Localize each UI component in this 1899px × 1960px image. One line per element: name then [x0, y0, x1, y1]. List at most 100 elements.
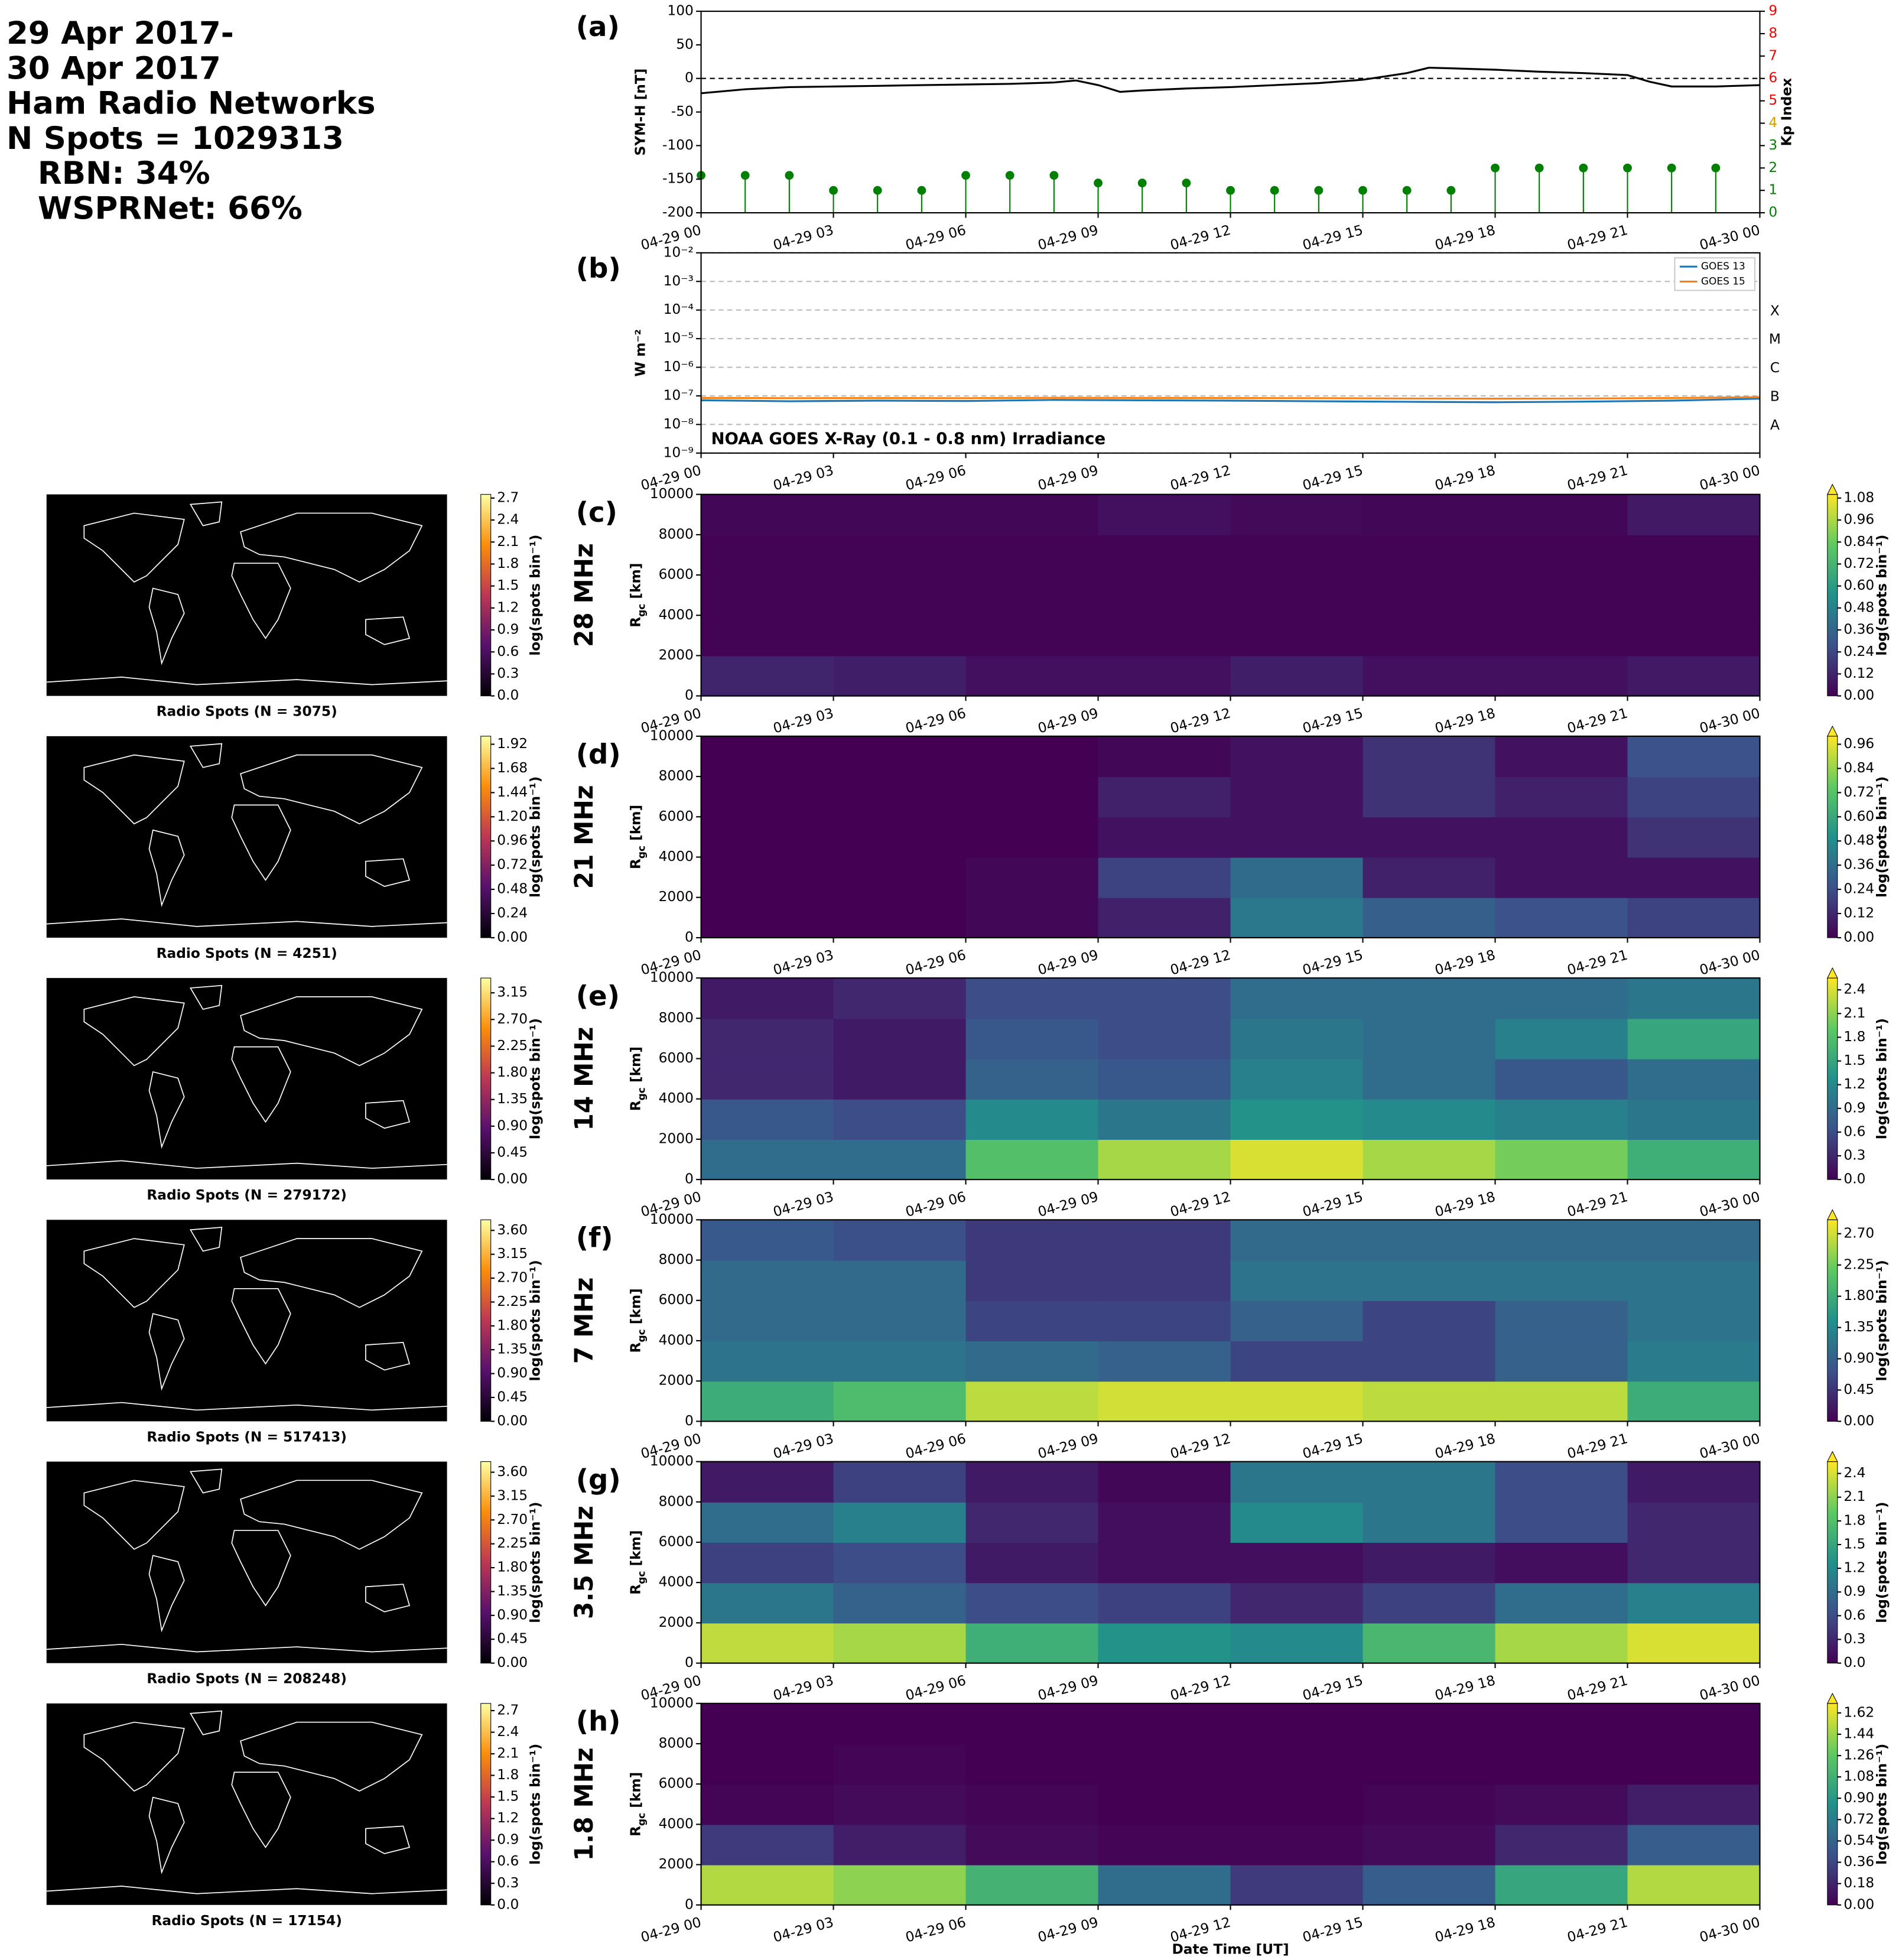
heatmap-cell: [965, 817, 1099, 858]
band-label: 28 MHz: [570, 543, 599, 647]
colorbar-label: log(spots bin⁻¹): [527, 776, 543, 898]
flare-class-label: M: [1769, 331, 1781, 347]
heatmap-cell: [833, 1340, 967, 1382]
y-tick-label: 10000: [650, 727, 694, 743]
heatmap-cell: [1230, 494, 1364, 535]
colorbar-tick-label: 0.24: [1843, 643, 1874, 659]
y-tick-label: 6000: [659, 1050, 694, 1066]
stem-marker: [1711, 163, 1721, 173]
heatmap-cell: [1627, 1784, 1761, 1825]
heatmap-cell: [1495, 1220, 1628, 1261]
legend-box: [1674, 257, 1756, 291]
y-tick-label: 2000: [659, 1856, 694, 1872]
colorbar: [1827, 1461, 1838, 1664]
heatmap-cell: [965, 1340, 1099, 1382]
y-tick-label: 0: [685, 70, 694, 86]
heatmap-cell: [701, 1139, 834, 1181]
y-tick-label: 6000: [659, 567, 694, 583]
heatmap-cell: [1098, 1864, 1231, 1906]
heatmap-cell: [1627, 1300, 1761, 1342]
stem-marker: [1005, 171, 1014, 180]
stem-marker: [1491, 163, 1500, 173]
heatmap-cell: [1363, 1260, 1496, 1301]
colorbar-tick-label: 0.72: [1843, 555, 1874, 571]
heatmap-cell: [1363, 1623, 1496, 1664]
y-axis-label-part: R: [627, 1826, 643, 1837]
y-tick-label: 10⁻⁸: [664, 416, 694, 432]
colorbar-extend: [1827, 967, 1838, 979]
colorbar-tick-label: 1.68: [497, 760, 528, 776]
heatmap-cell: [1495, 1501, 1628, 1543]
y-tick-label: -100: [662, 137, 694, 153]
heatmap-cell: [833, 1381, 967, 1422]
heatmap-cell: [1627, 655, 1761, 697]
heatmap-cell: [965, 897, 1099, 938]
heatmap-cell: [1098, 1340, 1231, 1382]
heatmap-cell: [965, 736, 1099, 778]
colorbar: [1827, 1703, 1838, 1906]
heatmap-cell: [1495, 1582, 1628, 1624]
heatmap-cell: [701, 1098, 834, 1140]
y-axis-label-part: [km]: [627, 1046, 643, 1087]
colorbar-tick-label: 1.80: [497, 1064, 528, 1080]
heatmap-cell: [701, 1824, 834, 1865]
colorbar-tick-label: 1.8: [497, 555, 519, 571]
stem-marker: [785, 171, 794, 180]
band-label: 21 MHz: [570, 785, 599, 889]
colorbar: [480, 977, 492, 1180]
colorbar: [480, 494, 492, 697]
heatmap-cell: [701, 1058, 834, 1100]
stem-marker: [1667, 163, 1676, 173]
y-axis-label: Rgc [km]: [627, 1772, 648, 1837]
heatmap-cell: [1230, 1743, 1364, 1785]
stem-marker: [917, 186, 926, 195]
stem-marker: [1402, 186, 1412, 195]
flare-class-label: B: [1770, 389, 1780, 405]
header-line: 30 Apr 2017: [6, 50, 221, 86]
y2-axis-label: Kp Index: [1779, 78, 1795, 147]
colorbar-tick-label: 2.4: [1843, 1465, 1865, 1481]
heatmap-cell: [965, 1139, 1099, 1181]
colorbar-tick-label: 1.2: [1843, 1560, 1865, 1576]
heatmap-cell: [1363, 1139, 1496, 1181]
y-tick-label: 2000: [659, 1130, 694, 1146]
heatmap-cell: [965, 776, 1099, 818]
y-axis-label-part: gc: [635, 1813, 647, 1826]
y2-tick-label: 2: [1768, 160, 1777, 175]
header-line: RBN: 34%: [38, 155, 210, 191]
heatmap-cell: [965, 1582, 1099, 1624]
colorbar-tick-label: 0.24: [1843, 881, 1874, 897]
colorbar-tick-label: 0.60: [1843, 808, 1874, 824]
y-axis-label-part: [km]: [627, 1772, 643, 1813]
y-axis-label-part: R: [627, 859, 643, 869]
heatmap-cell: [1363, 817, 1496, 858]
y-tick-label: 10000: [650, 1695, 694, 1711]
heatmap-cell: [1627, 978, 1761, 1019]
heatmap-cell: [833, 494, 967, 535]
colorbar-tick-label: 1.2: [1843, 1076, 1865, 1092]
heatmap-cell: [1098, 655, 1231, 697]
heatmap-cell: [1230, 1139, 1364, 1181]
heatmap-cell: [701, 1300, 834, 1342]
heatmap-cell: [1627, 1018, 1761, 1059]
heatmap-cell: [1098, 776, 1231, 818]
heatmap-cell: [965, 1018, 1099, 1059]
heatmap-cell: [1230, 1220, 1364, 1261]
y-tick-label: 8000: [659, 1493, 694, 1509]
colorbar-tick-label: 0.6: [1843, 1607, 1865, 1623]
heatmap-cell: [1363, 1381, 1496, 1422]
heatmap-cell: [1627, 1542, 1761, 1584]
heatmap-cell: [701, 1501, 834, 1543]
heatmap-cell: [1495, 1300, 1628, 1342]
heatmap-cell: [833, 1784, 967, 1825]
heatmap-cell: [965, 1461, 1099, 1503]
heatmap-cell: [1098, 534, 1231, 576]
heatmap-cell: [1230, 817, 1364, 858]
colorbar-label: log(spots bin⁻¹): [1874, 1018, 1890, 1139]
header-line: WSPRNet: 66%: [38, 190, 303, 226]
colorbar-tick-label: 1.35: [497, 1091, 528, 1107]
colorbar: [480, 1703, 492, 1906]
stem-marker: [829, 186, 838, 195]
heatmap-cell: [965, 1300, 1099, 1342]
stem-marker: [1049, 171, 1059, 180]
